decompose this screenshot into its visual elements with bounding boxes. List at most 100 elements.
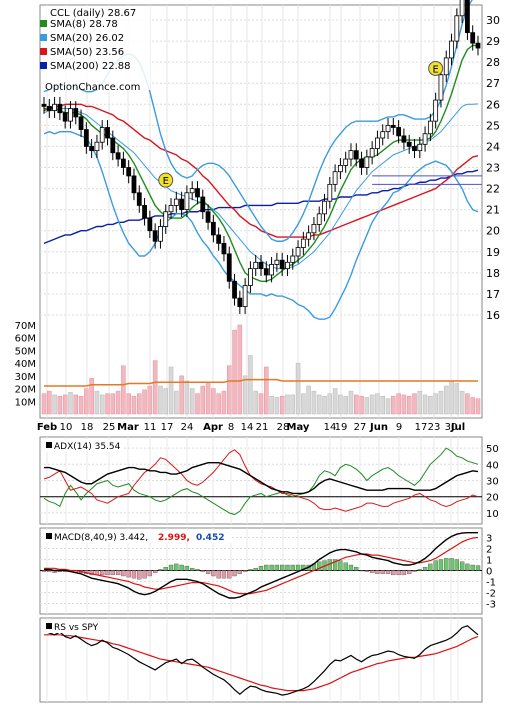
volume-bar <box>216 393 221 415</box>
candle-body <box>62 112 68 122</box>
macd-histogram-bar <box>152 570 158 573</box>
volume-bar <box>205 383 211 415</box>
date-tick-label: 25 <box>103 422 116 433</box>
candle-body <box>300 238 306 248</box>
macd-histogram-bar <box>158 569 163 571</box>
legend-label: SMA(20) 26.02 <box>50 33 124 44</box>
macd-histogram-bar <box>253 568 258 571</box>
candle-body <box>470 32 476 44</box>
volume-bar <box>412 393 417 415</box>
macd-label: MACD(8,40,9) 3.442, <box>54 533 148 543</box>
candle-body <box>57 103 63 114</box>
volume-bar <box>454 383 460 415</box>
candle-body <box>136 192 142 206</box>
date-tick-label: 17 <box>161 422 174 433</box>
price-tick-label: 26 <box>486 98 500 111</box>
volume-tick-label: 70M <box>15 321 36 332</box>
macd-histogram-bar <box>364 570 370 572</box>
candle-body <box>41 103 47 107</box>
candle-body <box>115 152 121 160</box>
volume-bar <box>248 355 253 415</box>
date-tick-label: 11 <box>144 422 157 433</box>
rs-panel: RS vs SPY <box>39 617 483 703</box>
volume-tick-label: 50M <box>15 346 36 357</box>
volume-bar <box>264 366 269 415</box>
watermark: OptionChance.com <box>45 82 140 93</box>
candle-body <box>184 192 190 211</box>
candle-body <box>142 205 147 219</box>
adx-legend-swatch <box>46 442 52 448</box>
macd-histogram-bar <box>195 569 200 571</box>
macd-histogram-bar <box>269 564 274 571</box>
adx-minus-di-line <box>43 449 479 512</box>
macd-histogram-bar <box>417 569 422 571</box>
volume-bar <box>422 394 428 415</box>
date-tick-label: 9 <box>396 422 402 433</box>
adx-tick-label: 50 <box>486 444 499 455</box>
candle-body <box>337 164 343 173</box>
candle-body <box>459 0 465 17</box>
volume-bar <box>94 390 100 415</box>
date-tick-label: 18 <box>81 422 94 433</box>
candle-body <box>210 221 216 236</box>
price-tick-label: 25 <box>486 119 500 132</box>
macd-histogram-bar <box>258 565 264 571</box>
macd-histogram-bar <box>227 570 232 579</box>
price-candles <box>41 0 481 314</box>
candle-body <box>248 268 253 286</box>
macd-histogram-bar <box>168 564 174 571</box>
volume-tick-label: 30M <box>15 372 36 383</box>
candle-body <box>465 0 470 34</box>
volume-bar <box>428 395 433 415</box>
macd-histogram-bar <box>137 570 142 580</box>
price-tick-label: 23 <box>486 162 500 175</box>
volume-bar <box>322 395 327 415</box>
candle-body <box>475 42 481 49</box>
adx-tick-label: 10 <box>486 509 499 520</box>
date-tick-label: 30 <box>445 422 458 433</box>
price-tick-label: 30 <box>486 14 500 27</box>
candle-body <box>427 120 433 135</box>
macd-histogram-bar <box>391 570 396 576</box>
volume-bar <box>359 395 364 415</box>
adx-tick-label: 40 <box>486 460 499 471</box>
macd-histogram-bar <box>465 563 470 571</box>
volume-bar <box>137 393 142 415</box>
volume-bar <box>89 378 94 415</box>
volume-bar <box>211 388 216 415</box>
macd-tick-label: -3 <box>486 600 496 611</box>
candle-body <box>232 280 237 299</box>
macd-histogram-bar <box>126 570 131 578</box>
volume-tick-label: 10M <box>15 397 36 408</box>
rs-average-line <box>44 634 479 692</box>
volume-bar <box>200 385 206 415</box>
candle-body <box>110 137 116 154</box>
volume-bar <box>78 395 84 415</box>
date-tick-label: 24 <box>181 422 194 433</box>
price-tick-label: 28 <box>486 56 500 69</box>
candle-body <box>422 133 428 145</box>
macd-histogram-bar <box>407 570 412 574</box>
candle-body <box>131 175 137 194</box>
candle-body <box>406 141 412 147</box>
candle-body <box>359 158 364 168</box>
legend-swatch <box>40 48 47 55</box>
date-tick-label: 27 <box>354 422 367 433</box>
volume-bar <box>242 375 248 415</box>
rs-panel-frame <box>39 617 483 703</box>
earnings-marker-label: E <box>432 64 438 75</box>
volume-bar <box>47 390 52 415</box>
macd-histogram-bar <box>285 564 290 571</box>
volume-bar <box>364 397 370 415</box>
macd-histogram-bar <box>354 567 359 571</box>
volume-bar <box>131 395 137 415</box>
volume-bar <box>290 394 296 415</box>
macd-tick-label: 3 <box>486 534 492 545</box>
adx-tick-label: 30 <box>486 477 499 488</box>
price-tick-label: 24 <box>486 140 500 153</box>
candle-body <box>216 234 222 244</box>
candle-body <box>332 171 338 185</box>
